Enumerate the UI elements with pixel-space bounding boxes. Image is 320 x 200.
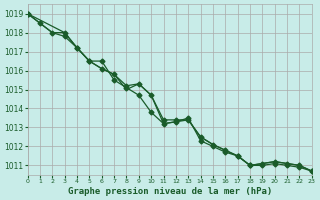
X-axis label: Graphe pression niveau de la mer (hPa): Graphe pression niveau de la mer (hPa) xyxy=(68,187,272,196)
